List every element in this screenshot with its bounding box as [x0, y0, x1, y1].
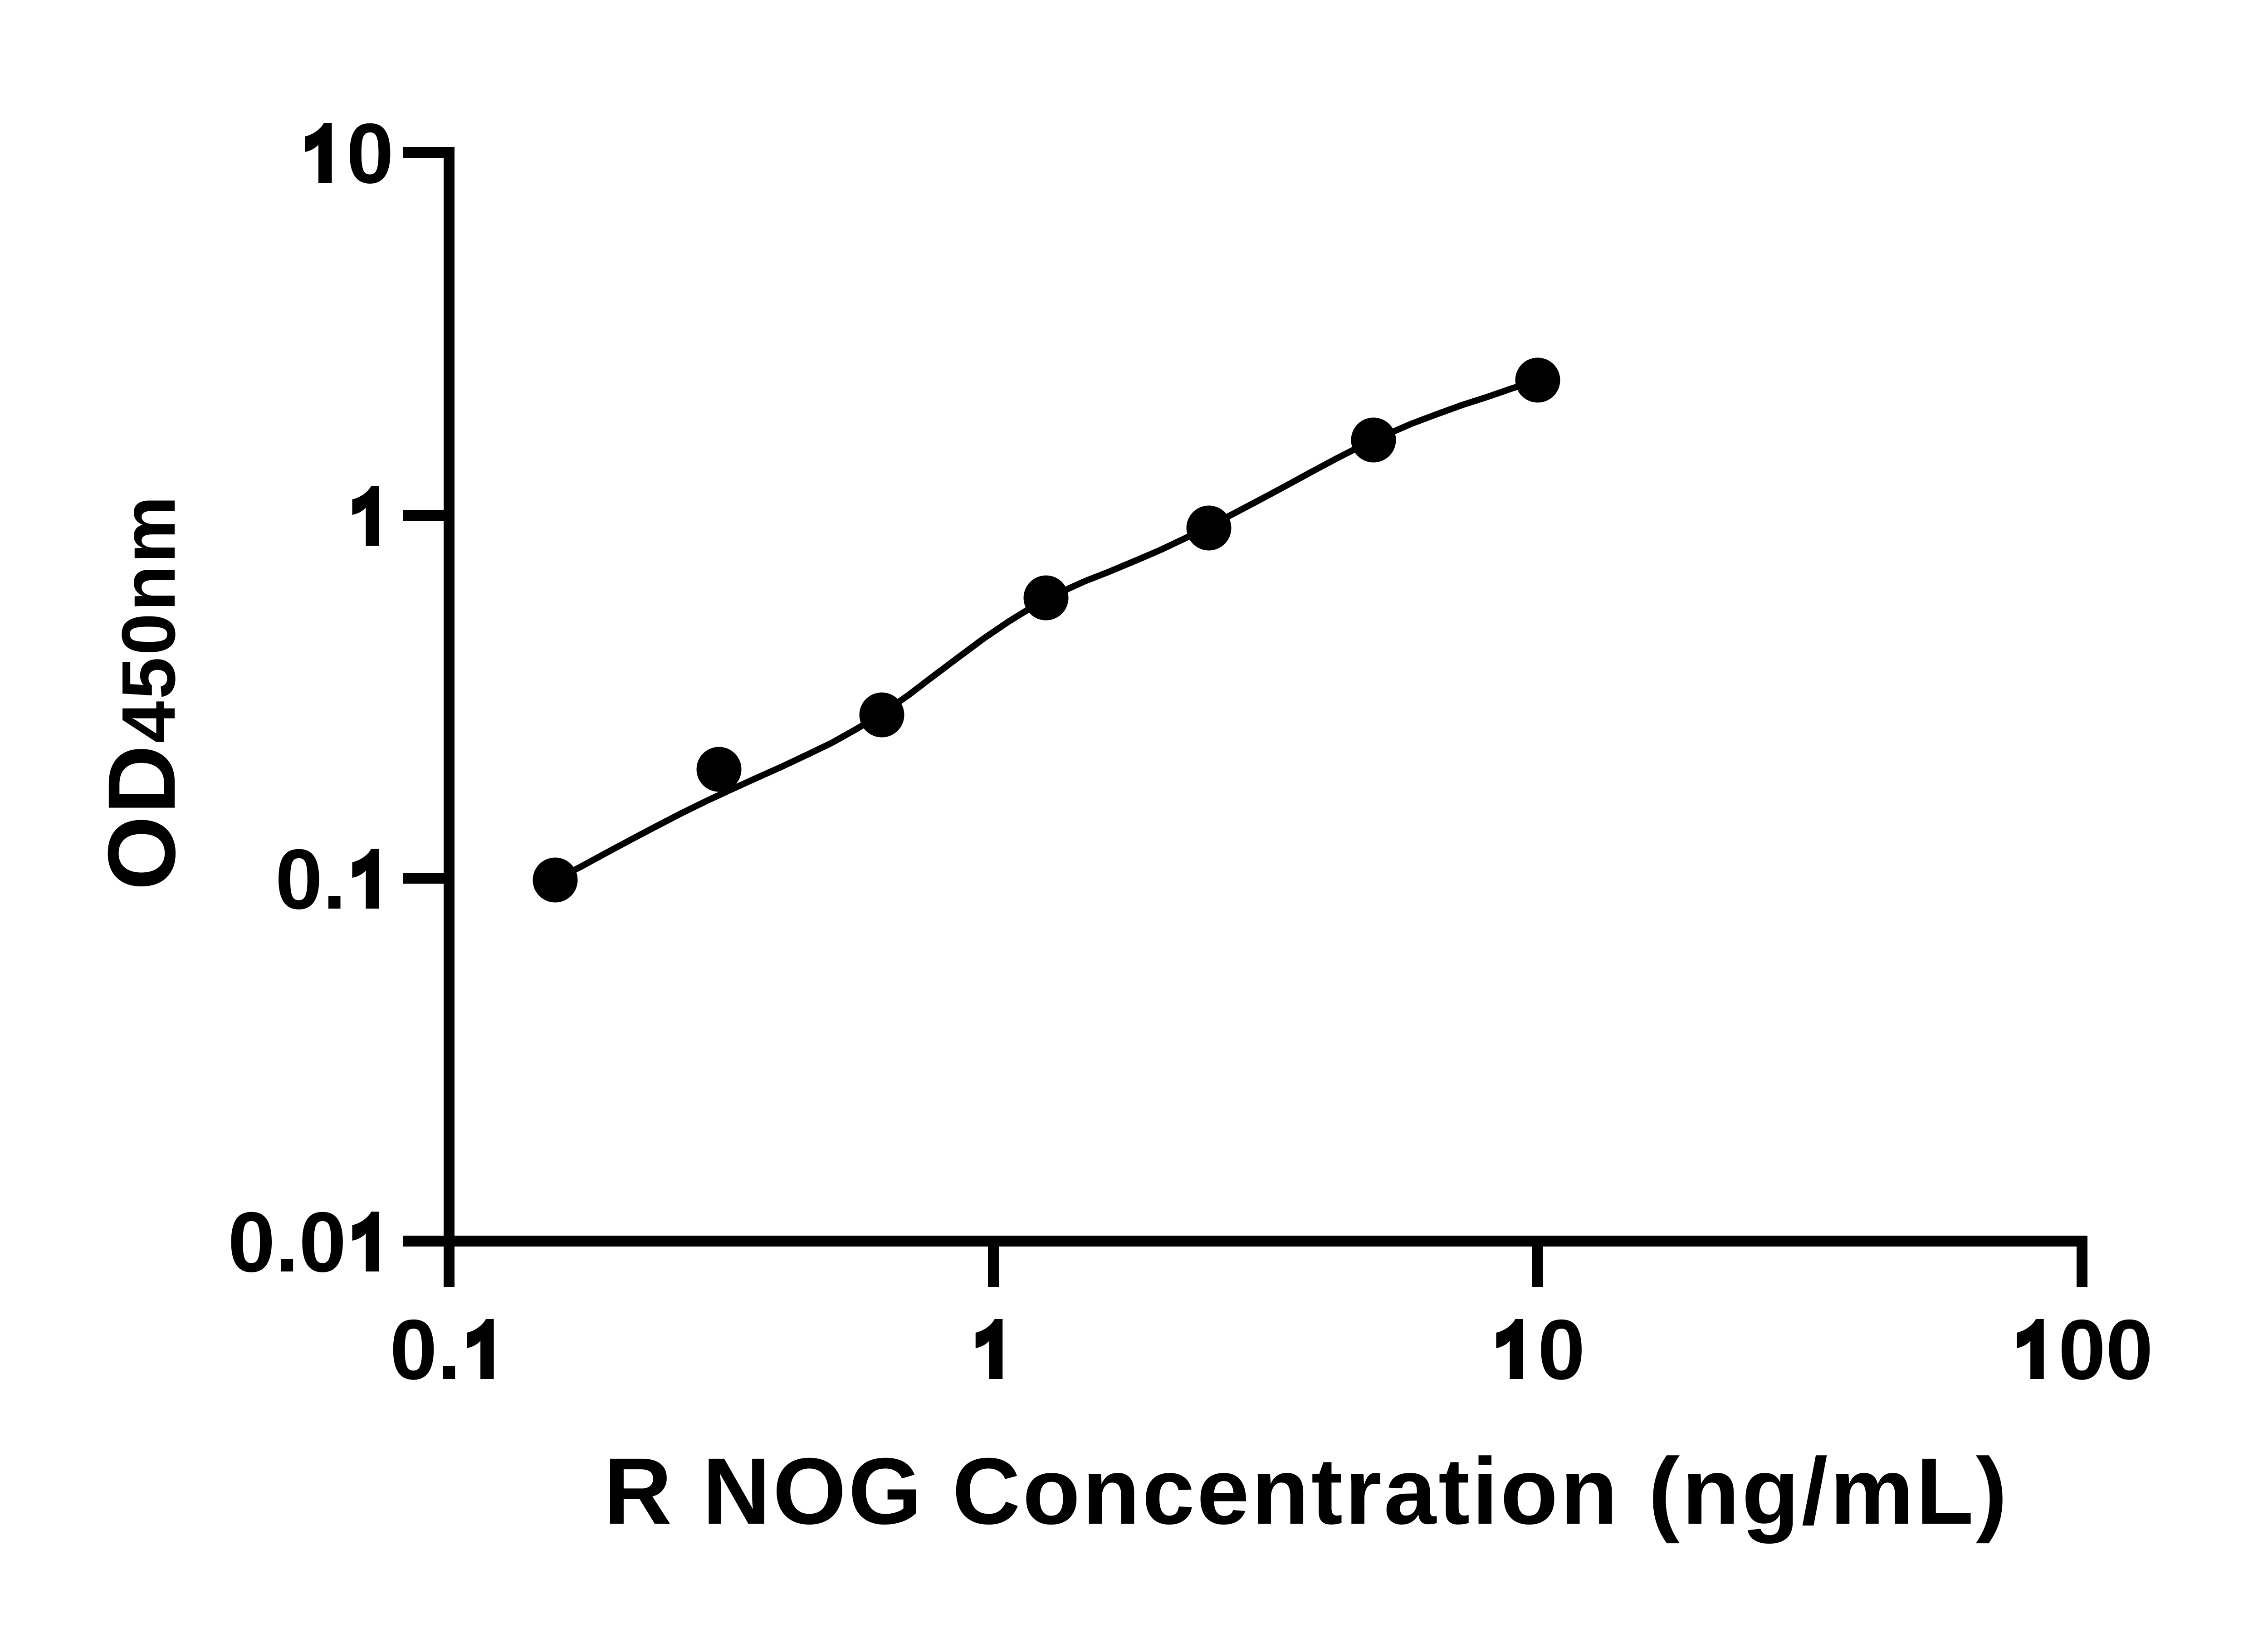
svg-text:OD450nm: OD450nm [88, 494, 195, 890]
svg-text:0: 0 [347, 106, 394, 201]
svg-text:0.0: 0.0 [228, 1194, 346, 1290]
svg-text:00: 00 [2058, 1302, 2153, 1397]
svg-text:0.: 0. [390, 1302, 461, 1397]
svg-text:R NOG Concentration (ng/mL): R NOG Concentration (ng/mL) [604, 1439, 2007, 1544]
svg-text:0: 0 [1538, 1302, 1585, 1397]
svg-text:0.: 0. [275, 831, 347, 927]
